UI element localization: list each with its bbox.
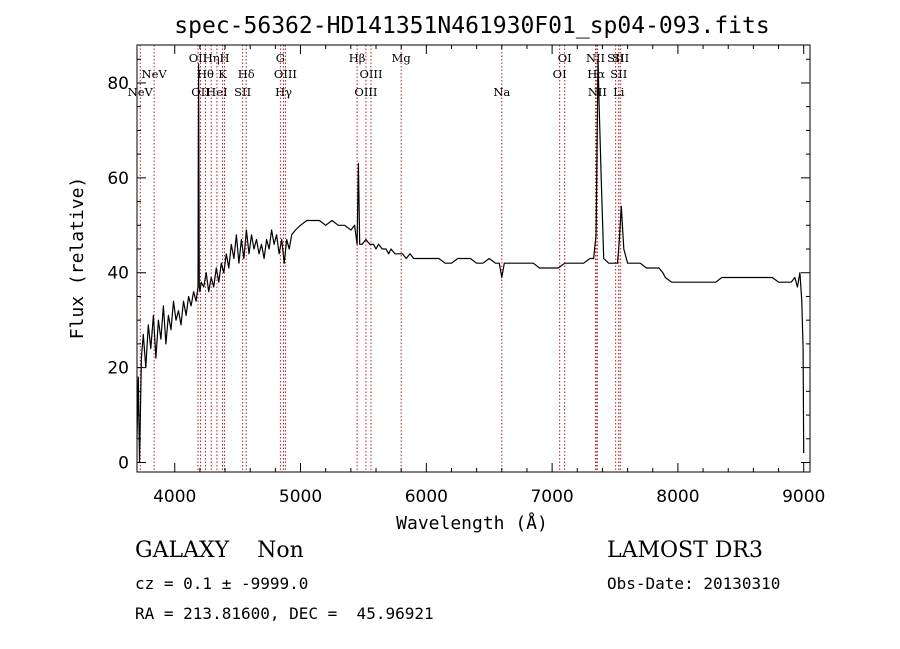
x-tick-label-4: 8000 (656, 487, 699, 507)
sky-coordinates: RA = 213.81600, DEC = 45.96921 (135, 604, 434, 623)
x-tick-label-0: 4000 (153, 487, 196, 507)
x-tick-label-1: 5000 (279, 487, 322, 507)
marker-label-21: NII (586, 51, 605, 65)
x-tick-label-5: 9000 (782, 487, 825, 507)
marker-label-10: Hδ (238, 67, 255, 81)
x-tick-label-2: 6000 (405, 487, 448, 507)
marker-label-25: SII (610, 67, 627, 81)
x-axis-label: Wavelength (Å) (396, 512, 548, 534)
y-tick-label-1: 20 (107, 359, 129, 379)
y-tick-label-3: 60 (107, 169, 129, 189)
marker-label-15: OIII (359, 67, 382, 81)
survey-name: LAMOST DR3 (607, 538, 763, 563)
marker-label-22: Hα (587, 67, 605, 81)
spectrum-series-line (136, 58, 805, 464)
object-class: GALAXY Non (135, 538, 304, 563)
observation-date: Obs-Date: 20130310 (607, 574, 781, 593)
marker-label-13: Hγ (275, 85, 292, 99)
marker-label-8: K (218, 67, 227, 81)
marker-label-12: OIII (274, 67, 297, 81)
x-axis: 4000 5000 6000 7000 8000 9000 (153, 45, 825, 507)
marker-label-9: SII (234, 85, 251, 99)
marker-label-3: OII (191, 85, 210, 99)
y-tick-label-0: 0 (118, 454, 129, 474)
y-tick-label-4: 80 (107, 74, 129, 94)
marker-label-6: HeI (206, 85, 227, 99)
marker-label-0: NeV (128, 85, 154, 99)
x-tick-label-3: 7000 (530, 487, 573, 507)
marker-label-2: OII (189, 51, 208, 65)
emission-line-labels: NeV NeV OII OII Hθ Hη HeI HK SII Hδ G OIII Hγ Hβ OIII O… (128, 51, 629, 99)
y-axis: 0 20 40 60 80 (107, 58, 810, 474)
marker-label-19: OI (558, 51, 572, 65)
y-tick-label-2: 40 (107, 264, 129, 284)
emission-line-markers (139, 45, 622, 472)
marker-label-24: SII (607, 51, 624, 65)
marker-label-4: Hθ (197, 67, 214, 81)
marker-label-7: H (220, 51, 230, 65)
marker-label-20: OI (553, 67, 567, 81)
marker-label-16: OIII (354, 85, 377, 99)
marker-label-18: Na (493, 85, 510, 99)
marker-label-14: Hβ (349, 51, 366, 65)
marker-label-17: Mg (392, 51, 412, 65)
plot-frame (136, 44, 811, 473)
marker-label-27: Li (613, 85, 625, 99)
y-axis-label: Flux (relative) (67, 177, 88, 340)
marker-label-11: G (276, 51, 285, 65)
marker-label-5: Hη (203, 51, 220, 65)
marker-label-1: NeV (142, 67, 168, 81)
redshift-value: cz = 0.1 ± -9999.0 (135, 574, 309, 593)
chart-title: spec-56362-HD141351N461930F01_sp04-093.f… (174, 13, 769, 39)
marker-label-26: SII (612, 51, 629, 65)
